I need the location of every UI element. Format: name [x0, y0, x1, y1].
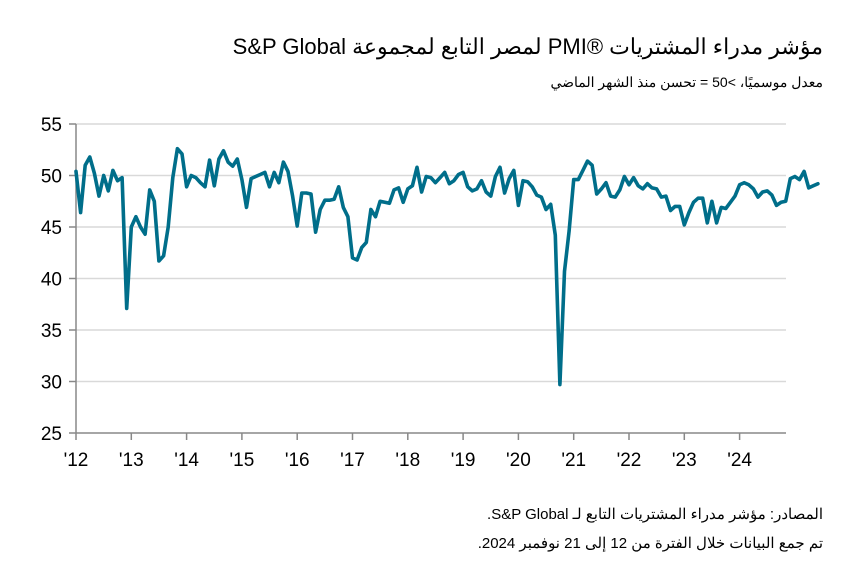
y-tick-label: 35 — [41, 321, 62, 342]
chart-title: مؤشر مدراء المشتريات ®PMI لمصر التابع لم… — [232, 34, 823, 59]
y-tick-label: 50 — [41, 167, 62, 188]
x-tick-label: '21 — [561, 450, 586, 471]
data-collection-note: تم جمع البيانات خلال الفترة من 12 إلى 21… — [477, 535, 823, 552]
y-tick-label: 25 — [41, 424, 62, 445]
x-tick-label: '17 — [340, 450, 365, 471]
x-axis-ticks: '12 '13 '14 '15 '16 '17 '18 '19 '20 '21 '22 '23 '24 — [64, 433, 752, 471]
y-tick-label: 55 — [41, 115, 62, 136]
x-tick-label: '19 — [451, 450, 476, 471]
x-tick-label: '16 — [285, 450, 310, 471]
source-note: المصادر: مؤشر مدراء المشتريات التابع لـ … — [487, 506, 823, 523]
x-tick-label: '14 — [174, 450, 199, 471]
x-tick-label: '24 — [727, 450, 752, 471]
y-tick-label: 30 — [41, 373, 62, 394]
x-tick-label: '22 — [617, 450, 642, 471]
y-tick-label: 40 — [41, 270, 62, 291]
y-axis-ticks: 25 30 35 40 45 50 55 — [41, 115, 76, 445]
chart-subtitle: معدل موسميًا، >50 = تحسن منذ الشهر الماض… — [550, 74, 823, 90]
y-tick-label: 45 — [41, 218, 62, 239]
x-tick-label: '23 — [672, 450, 697, 471]
x-tick-label: '15 — [230, 450, 255, 471]
x-tick-label: '20 — [506, 450, 531, 471]
x-tick-label: '13 — [119, 450, 144, 471]
x-tick-label: '12 — [64, 450, 89, 471]
series-line-egypt-pmi — [74, 146, 820, 387]
x-tick-label: '18 — [395, 450, 420, 471]
